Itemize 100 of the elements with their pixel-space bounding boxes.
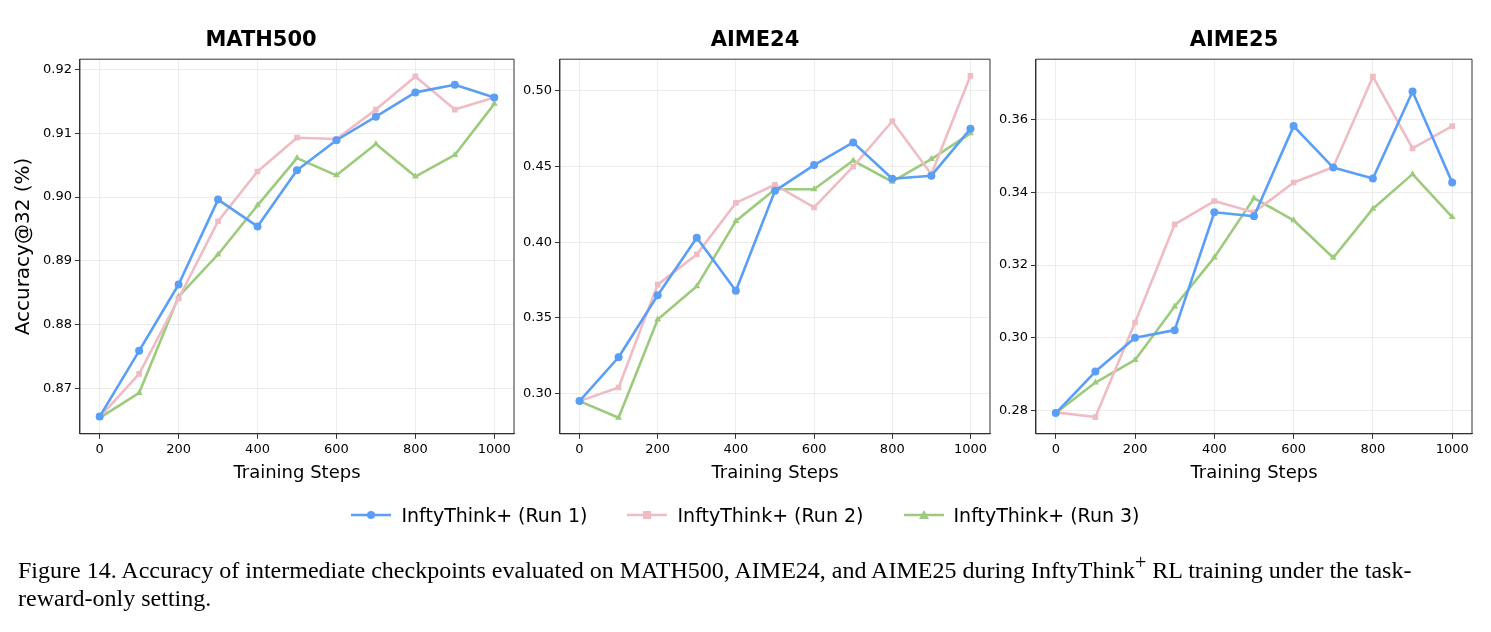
x-tick-label: 1000 <box>953 440 987 456</box>
x-tick-label: 1000 <box>477 440 511 456</box>
point <box>772 181 778 188</box>
point <box>733 200 739 206</box>
point <box>1091 367 1100 376</box>
point <box>1170 326 1179 335</box>
point <box>371 112 380 121</box>
x-axis-title: Training Steps <box>232 460 361 482</box>
x-tick-label: 600 <box>324 440 349 456</box>
point <box>1368 174 1377 183</box>
point <box>1211 198 1218 204</box>
x-axis-title: Training Steps <box>1189 460 1318 482</box>
point <box>1370 73 1376 80</box>
x-tick-label: 200 <box>645 440 671 456</box>
point <box>654 281 661 288</box>
point <box>1131 333 1140 342</box>
point <box>136 370 142 377</box>
chart-title: MATH500 <box>205 27 317 52</box>
x-tick-label: 1000 <box>1435 440 1469 456</box>
text: Figure 14. Accuracy of intermediate checkpoints evaluated on MATH500, AIME24, and AIME25 during InftyThink$^{+}$ RL training under the task-reward-only setting. <box>18 551 1412 611</box>
point <box>927 155 935 162</box>
x-tick-label: 600 <box>1281 440 1307 456</box>
x-tick-label: 200 <box>1122 440 1148 456</box>
point <box>967 73 974 79</box>
point <box>450 80 459 89</box>
point <box>1171 221 1178 228</box>
point <box>850 163 856 170</box>
y-tick-label: 0.50 <box>522 82 552 98</box>
point <box>253 222 262 231</box>
point <box>373 106 379 113</box>
point <box>693 282 701 289</box>
point <box>693 251 700 258</box>
point <box>1092 414 1099 420</box>
x-tick-label: 200 <box>166 440 192 456</box>
point <box>1171 302 1179 309</box>
point <box>810 161 819 170</box>
point <box>332 171 340 178</box>
y-tick-label: 0.30 <box>522 384 552 400</box>
point <box>1409 145 1416 152</box>
point <box>294 134 300 141</box>
x-tick-label: 0 <box>575 440 584 456</box>
point <box>214 195 223 204</box>
point <box>1329 253 1337 260</box>
chart-title: AIME24 <box>710 27 800 52</box>
point <box>293 154 301 161</box>
point <box>889 118 896 125</box>
x-tick-label: 400 <box>245 440 270 456</box>
x-tick-label: 800 <box>1360 440 1386 456</box>
y-tick-label: 0.35 <box>522 309 552 325</box>
point <box>811 204 817 211</box>
point <box>1449 123 1456 129</box>
point <box>1131 355 1139 362</box>
chart-title: AIME25 <box>1189 27 1279 52</box>
point <box>1408 87 1417 96</box>
point <box>966 124 975 133</box>
legend-label: InftyThink+ (Run 3) <box>953 504 1140 526</box>
point <box>1289 122 1298 131</box>
point <box>1409 170 1416 177</box>
point <box>215 218 221 225</box>
y-tick-label: 0.28 <box>998 401 1028 417</box>
y-tick-label: 0.45 <box>522 157 552 173</box>
x-tick-label: 400 <box>1201 440 1227 456</box>
point <box>1249 212 1258 221</box>
point <box>411 172 419 179</box>
y-tick-label: 0.87 <box>42 379 72 395</box>
x-tick-label: 0 <box>1051 440 1060 456</box>
x-tick-label: 800 <box>402 440 428 456</box>
legend-label: InftyThink+ (Run 1) <box>401 504 588 526</box>
y-tick-label: 0.30 <box>998 329 1028 345</box>
y-tick-label: 0.89 <box>42 252 72 268</box>
point <box>1091 378 1099 385</box>
point <box>451 106 458 113</box>
point <box>292 166 301 175</box>
point <box>1210 208 1219 217</box>
point <box>135 346 144 355</box>
y-tick-label: 0.91 <box>42 124 72 140</box>
y-tick-label: 0.40 <box>522 233 552 249</box>
point <box>1132 319 1138 326</box>
point <box>849 138 858 147</box>
point <box>614 353 623 362</box>
point <box>174 280 183 289</box>
x-tick-label: 800 <box>879 440 905 456</box>
point <box>411 88 420 97</box>
y-tick-label: 0.32 <box>998 256 1028 272</box>
point <box>1369 204 1377 211</box>
point <box>372 140 380 147</box>
point <box>1448 178 1457 187</box>
legend-label: InftyThink+ (Run 2) <box>677 504 864 526</box>
x-tick-label: 400 <box>723 440 749 456</box>
point <box>692 233 701 242</box>
point <box>732 217 740 224</box>
point <box>615 413 623 420</box>
y-axis-title: Accuracy@32 (%) <box>10 157 35 336</box>
y-tick-label: 0.34 <box>998 183 1028 199</box>
point <box>451 150 459 157</box>
point <box>653 291 662 300</box>
point <box>731 286 740 295</box>
x-axis-title: Training Steps <box>710 460 839 482</box>
x-tick-label: 600 <box>801 440 827 456</box>
y-tick-label: 0.88 <box>42 316 72 332</box>
